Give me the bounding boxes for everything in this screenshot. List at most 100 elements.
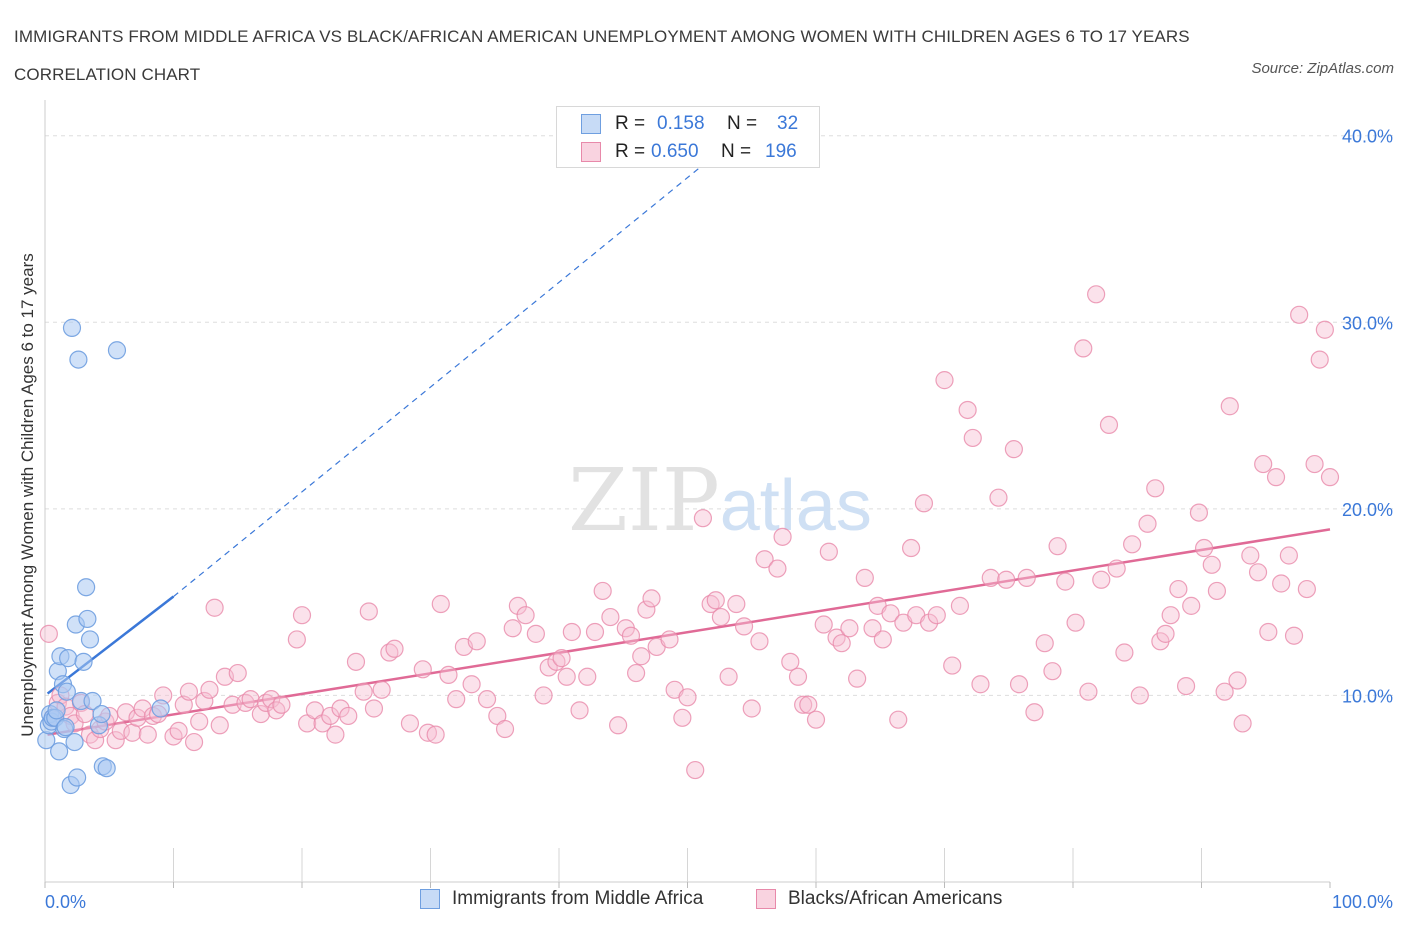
data-point-blacks — [190, 712, 209, 731]
data-point-blacks — [660, 630, 679, 649]
data-point-immigrants — [68, 768, 87, 787]
data-point-blacks — [1161, 606, 1180, 625]
legend-row-blue: R = 0.158 N = 32 — [581, 110, 798, 138]
data-point-blacks — [195, 691, 214, 711]
y-tick-label: 20.0% — [1342, 500, 1393, 520]
data-point-blacks — [1233, 714, 1252, 733]
data-point-blacks — [585, 622, 605, 642]
legend-n-value: 196 — [765, 141, 797, 162]
data-point-immigrants — [50, 742, 69, 761]
data-point-blacks — [840, 619, 859, 638]
trend-lines — [46, 135, 1331, 736]
data-point-blacks — [927, 606, 946, 625]
data-point-blacks — [1066, 613, 1085, 632]
data-point-blacks — [359, 602, 378, 621]
data-point-blacks — [855, 568, 874, 587]
data-point-immigrants — [83, 691, 102, 711]
data-point-blacks — [462, 675, 481, 694]
watermark-zip: ZIP — [568, 451, 720, 551]
legend-swatch-blue — [581, 114, 601, 134]
watermark-atlas: atlas — [720, 466, 872, 546]
data-point-blacks — [1305, 454, 1324, 474]
legend-n-value: 32 — [777, 113, 799, 134]
data-point-blacks — [439, 665, 458, 685]
data-point-blacks — [1189, 503, 1209, 522]
data-point-blacks — [848, 669, 867, 688]
data-point-blacks — [989, 488, 1008, 507]
data-point-blacks — [516, 606, 535, 625]
data-point-blacks — [889, 710, 908, 729]
data-point-blacks — [426, 725, 445, 744]
data-point-blacks — [1290, 305, 1309, 324]
data-point-blacks — [184, 732, 204, 752]
data-point-blacks — [400, 714, 420, 733]
data-point-blacks — [632, 647, 651, 666]
data-point-blacks — [981, 568, 1000, 587]
data-point-blacks — [1207, 581, 1227, 601]
data-point-blacks — [552, 649, 571, 668]
legend-label-immigrants: Immigrants from Middle Africa — [452, 888, 704, 909]
data-point-blacks — [719, 667, 738, 686]
y-tick-label: 40.0% — [1342, 127, 1393, 147]
data-point-blacks — [881, 604, 900, 623]
data-point-blacks — [781, 652, 800, 671]
trend-line-immigrants-projection — [173, 135, 740, 598]
data-point-blacks — [819, 542, 838, 561]
data-point-blacks — [1115, 643, 1134, 662]
data-point-blacks — [827, 628, 846, 647]
legend-r-value: 0.158 — [657, 113, 705, 134]
data-point-immigrants — [78, 609, 97, 629]
data-point-blacks — [205, 598, 224, 617]
axes — [44, 100, 1331, 888]
data-point-blacks — [963, 428, 982, 448]
data-point-blacks — [1156, 624, 1175, 643]
data-point-blacks — [1272, 574, 1291, 593]
data-point-blacks — [1092, 570, 1111, 589]
data-point-blacks — [241, 690, 260, 709]
data-point-blacks — [431, 594, 450, 614]
data-point-blacks — [111, 721, 130, 740]
data-point-blacks — [1310, 350, 1329, 369]
legend-swatch-pink — [756, 889, 776, 909]
data-point-blacks — [742, 699, 761, 718]
data-point-blacks — [287, 630, 306, 649]
data-point-blacks — [832, 634, 851, 653]
data-point-blacks — [1079, 682, 1098, 701]
data-point-blacks — [873, 630, 892, 649]
data-point-blacks — [799, 695, 818, 714]
data-point-blacks — [626, 663, 646, 683]
data-point-blacks — [734, 617, 754, 636]
data-point-blacks — [1248, 563, 1268, 582]
y-tick-label: 10.0% — [1342, 686, 1393, 706]
data-point-blacks — [508, 596, 527, 615]
data-point-blacks — [413, 660, 432, 679]
x-tick-label: 100.0% — [1332, 892, 1393, 912]
data-point-blacks — [477, 690, 497, 709]
data-point-immigrants — [74, 652, 93, 671]
data-point-blacks — [935, 371, 954, 390]
data-point-blacks — [901, 538, 921, 558]
data-point-immigrants — [92, 704, 111, 724]
data-point-blacks — [354, 682, 373, 701]
data-point-blacks — [1279, 546, 1298, 565]
legend-swatch-blue — [420, 889, 440, 909]
data-point-blacks — [1297, 579, 1316, 599]
data-point-immigrants — [77, 578, 96, 597]
data-point-immigrants — [65, 732, 84, 752]
source-label: Source: ZipAtlas.com — [1251, 60, 1394, 77]
data-point-blacks — [773, 527, 792, 546]
data-point-blacks — [950, 596, 970, 615]
data-point-blacks — [272, 695, 291, 714]
data-point-blacks — [570, 701, 589, 720]
data-point-blacks — [578, 667, 597, 686]
data-point-blacks — [1009, 675, 1029, 694]
data-point-blacks — [768, 559, 787, 578]
data-point-blacks — [364, 699, 384, 718]
data-point-blacks — [1241, 546, 1260, 565]
data-point-blacks — [106, 731, 125, 750]
data-point-blacks — [1025, 703, 1044, 722]
data-point-blacks — [210, 716, 229, 735]
data-point-blacks — [313, 714, 332, 733]
data-point-immigrants — [80, 630, 100, 649]
